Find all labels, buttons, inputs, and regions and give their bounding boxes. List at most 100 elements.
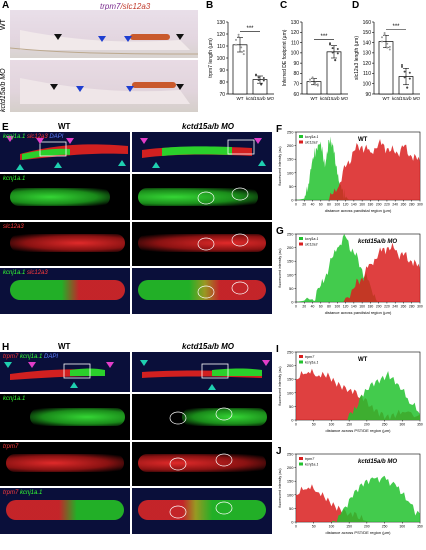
x-tick-label: 100 <box>329 525 335 529</box>
panel-E-row1-label: kcnj1a.1 <box>3 176 26 182</box>
legend-swatch <box>299 457 303 460</box>
data-point <box>240 50 243 53</box>
y-axis-label: fluorescent intensity (au) <box>278 366 282 405</box>
significance-label: *** <box>320 34 328 40</box>
condition-title: WT <box>358 357 368 363</box>
x-tick-label: 250 <box>382 423 388 427</box>
series-area <box>296 484 420 522</box>
panel-label-H: H <box>2 342 10 353</box>
x-tick-label: 300 <box>399 525 405 529</box>
y-axis-label: fluorescent intensity (au) <box>278 248 282 287</box>
x-tick-label: 60 <box>319 203 323 207</box>
data-point <box>386 46 389 49</box>
y-tick-label: 150 <box>287 259 294 264</box>
data-point <box>257 78 260 81</box>
legend-label: kcnj1a.1 <box>305 462 318 466</box>
significance-label: *** <box>246 26 254 32</box>
x-tick-label: 20 <box>302 203 306 207</box>
data-point <box>316 83 319 86</box>
panel-label-F: F <box>276 124 283 135</box>
panel-H-g1: trpm7 <box>3 354 19 360</box>
data-point <box>334 59 337 62</box>
x-tick-label: 20 <box>302 305 306 309</box>
y-tick-label: 0 <box>291 300 294 305</box>
data-point <box>401 65 403 68</box>
data-point <box>408 77 411 80</box>
series-area <box>296 475 420 522</box>
panel-H-row1-mo <box>132 394 272 440</box>
chart-B: 70 80 90 100 110 120 130 trpm7 length (µm) WT kct… <box>208 20 275 101</box>
panel-H-overview-mo <box>132 352 272 392</box>
data-point <box>314 83 317 86</box>
panel-E-row1-mo <box>132 174 272 220</box>
panel-H-row3a: trpm7 <box>3 490 19 496</box>
legend-label: trpm7 <box>305 457 315 461</box>
x-tick-label: 180 <box>368 305 374 309</box>
legend-swatch <box>299 135 303 138</box>
y-tick-label: 70 <box>293 82 299 88</box>
x-tick-label: kctd15a/b MO <box>320 96 349 101</box>
x-tick-label: 140 <box>351 305 357 309</box>
y-tick-label: 130 <box>363 51 372 57</box>
y-tick-label: 250 <box>287 452 294 457</box>
legend-label: kcnj1a.1 <box>305 135 318 139</box>
x-tick-label: 240 <box>392 305 398 309</box>
x-tick-label: 40 <box>311 305 315 309</box>
x-axis-label: distance across PST/DE region (µm) <box>326 530 392 535</box>
y-tick-label: 250 <box>287 130 294 135</box>
chart-J: 0 50 100 150 200 250 0 50 100 150 200 250 300 350 trpm… <box>278 452 423 536</box>
legend-label: slc12a3 <box>305 140 317 144</box>
panel-label-C: C <box>280 0 288 11</box>
series-area <box>296 368 420 420</box>
legend-swatch <box>299 360 303 364</box>
x-tick-label: 220 <box>384 203 390 207</box>
series-area <box>296 234 420 302</box>
panel-label-A: A <box>2 0 10 11</box>
legend-swatch <box>299 355 303 358</box>
panel-label-I: I <box>276 344 279 355</box>
panel-E-row3-mo <box>132 268 272 314</box>
x-tick-label: 40 <box>311 203 315 207</box>
x-tick-label: WT <box>237 96 244 101</box>
series-area <box>296 136 420 200</box>
panel-H-g3: DAPI <box>44 354 59 360</box>
x-tick-label: 300 <box>399 423 405 427</box>
x-tick-label: 180 <box>368 203 374 207</box>
x-tick-label: 0 <box>295 305 297 309</box>
y-tick-label: 150 <box>287 377 294 382</box>
x-tick-label: 260 <box>401 203 407 207</box>
panel-H-row2-label: trpm7 <box>3 444 19 450</box>
legend-swatch <box>299 462 303 466</box>
panel-E-overview-wt: kcnj1a.1/slc12a3/DAPI <box>0 132 130 172</box>
y-tick-label: 0 <box>291 198 294 203</box>
x-tick-label: 0 <box>295 525 297 529</box>
x-tick-label: 140 <box>351 203 357 207</box>
x-axis-label: distance across PST/DE region (µm) <box>326 428 392 433</box>
y-tick-label: 120 <box>291 30 300 36</box>
y-tick-label: 150 <box>287 479 294 484</box>
data-point <box>331 51 334 54</box>
y-tick-label: 200 <box>287 363 294 368</box>
x-tick-label: 350 <box>417 525 423 529</box>
panel-H-gene-legend: trpm7/kcnj1a.1/DAPI <box>3 354 59 360</box>
data-point <box>329 42 331 45</box>
panel-E-g1: kcnj1a.1 <box>3 134 26 140</box>
data-point <box>336 47 339 50</box>
series-area <box>296 371 420 420</box>
panel-H-row2-mo <box>132 442 272 486</box>
y-tick-label: 100 <box>217 56 226 62</box>
legend-swatch <box>299 237 303 240</box>
panel-A-image-mo <box>10 60 198 112</box>
panel-A-title: trpm7/slc12a3 <box>100 2 150 11</box>
data-point <box>388 45 391 48</box>
y-tick-label: 200 <box>287 245 294 250</box>
panel-H-row3-mo <box>132 488 272 534</box>
panel-H-g2: kcnj1a.1 <box>20 354 43 360</box>
data-point <box>235 43 237 46</box>
data-point <box>381 40 383 43</box>
series-area <box>296 242 420 302</box>
y-tick-label: 80 <box>219 80 225 86</box>
